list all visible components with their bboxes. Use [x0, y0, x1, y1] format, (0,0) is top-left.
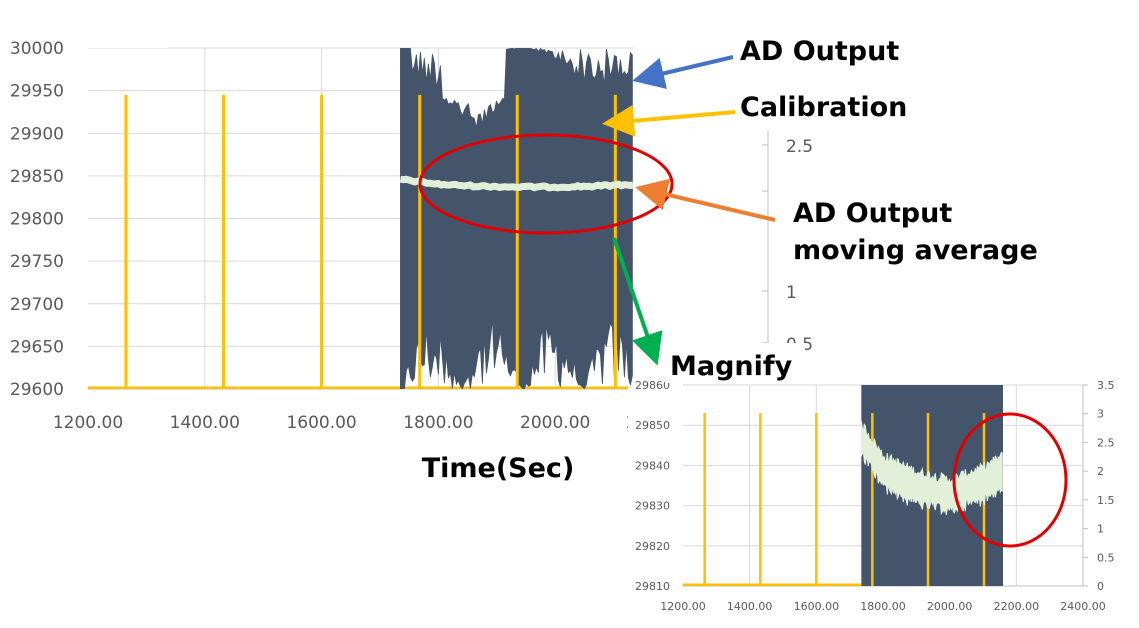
zoom-x-axis: 1200.00 1400.00 1600.00 1800.00 2000.00 2200.… [660, 600, 1106, 613]
main-x-tick-label: 1400.00 [170, 413, 240, 433]
zoom-inset-chart: 29810 29820 29830 29840 29850 29860 0 0.5 1 1.5 2… [628, 379, 1139, 628]
zoom-secondary-tick-label: 1.5 [1097, 494, 1115, 507]
zoom-x-tick-label: 1400.00 [727, 600, 773, 613]
main-y-tick-label: 29900 [10, 124, 64, 144]
main-chart: 29600 29650 29700 29750 29800 29850 29900 29950… [10, 39, 830, 484]
main-secondary-axis: 0.512.5 [762, 128, 830, 355]
zoom-x-tick-label: 2400.00 [1060, 600, 1106, 613]
magnify-arrow [612, 237, 663, 366]
calibration-callout: Calibration [740, 92, 907, 123]
main-x-tick-label: 1600.00 [286, 413, 356, 433]
main-calibration-series [88, 94, 633, 389]
zoom-y-tick-label: 29820 [635, 540, 670, 553]
zoom-y-tick-label: 29840 [635, 459, 670, 472]
zoom-x-tick-label: 1600.00 [794, 600, 840, 613]
main-x-tick-label: 1200.00 [53, 413, 123, 433]
main-secondary-tick-label: 1 [786, 283, 797, 303]
zoom-y-tick-label: 29810 [635, 580, 670, 593]
main-secondary-axis-bg [766, 128, 830, 344]
main-x-tick-label: 2000.00 [520, 413, 590, 433]
zoom-secondary-y-axis: 0 0.5 1 1.5 2 2.5 3 3.5 [1083, 379, 1115, 593]
moving-average-callout-line2: moving average [793, 235, 1038, 266]
x-axis-label: Time(Sec) [422, 453, 575, 484]
main-top-gap [88, 40, 168, 48]
main-y-tick-label: 30000 [10, 39, 64, 59]
main-y-tick-label: 29950 [10, 82, 64, 102]
main-secondary-tick-label: 2.5 [786, 137, 813, 157]
main-x-tick-label: 1800.00 [403, 413, 473, 433]
zoom-moving-average-series [860, 420, 1003, 516]
zoom-x-tick-label: 2200.00 [994, 600, 1040, 613]
magnify-callout: Magnify [670, 351, 793, 382]
zoom-secondary-tick-label: 2 [1097, 465, 1104, 478]
main-y-axis: 29600 29650 29700 29750 29800 29850 29900 29950… [10, 39, 64, 400]
zoom-x-tick-label: 2000.00 [927, 600, 973, 613]
zoom-secondary-tick-label: 2.5 [1097, 436, 1115, 449]
zoom-y-tick-label: 29830 [635, 500, 670, 513]
main-y-tick-label: 29750 [10, 252, 64, 272]
magnify-label-bg [665, 343, 805, 383]
main-y-tick-label: 29650 [10, 337, 64, 357]
main-y-tick-label: 29600 [10, 380, 64, 400]
zoom-x-tick-label: 1200.00 [660, 600, 706, 613]
ad-output-callout: AD Output [740, 36, 899, 67]
moving-average-callout-line1: AD Output [793, 198, 952, 229]
zoom-y-axis: 29810 29820 29830 29840 29850 29860 [635, 379, 670, 593]
zoom-secondary-tick-label: 3.5 [1097, 379, 1115, 392]
main-highlight-ellipse [418, 133, 674, 235]
zoom-secondary-tick-label: 3 [1097, 408, 1104, 421]
main-y-tick-label: 29700 [10, 295, 64, 315]
zoom-secondary-tick-label: 0 [1097, 580, 1104, 593]
zoom-x-tick-label: 1800.00 [860, 600, 906, 613]
zoom-y-tick-label: 29850 [635, 419, 670, 432]
moving-average-arrow [635, 178, 776, 222]
zoom-highlight-ellipse [952, 412, 1068, 548]
callouts: AD Output Calibration AD Output moving a… [602, 36, 1038, 383]
ad-output-arrow [632, 55, 734, 90]
zoom-y-tick-label: 29860 [635, 379, 670, 392]
main-y-tick-label: 29800 [10, 210, 64, 230]
zoom-secondary-tick-label: 1 [1097, 523, 1104, 536]
zoom-secondary-tick-label: 0.5 [1097, 551, 1115, 564]
main-moving-average-series [399, 175, 633, 192]
main-y-tick-label: 29850 [10, 167, 64, 187]
calibration-arrow [602, 104, 736, 137]
